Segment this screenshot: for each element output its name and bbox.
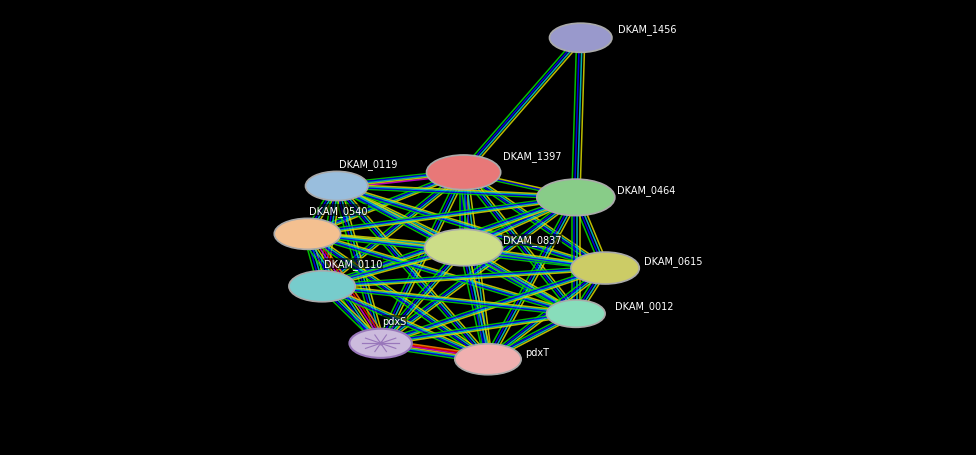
Text: DKAM_0837: DKAM_0837 bbox=[503, 235, 561, 246]
Circle shape bbox=[427, 156, 501, 190]
Text: DKAM_0615: DKAM_0615 bbox=[644, 255, 703, 266]
Text: DKAM_0012: DKAM_0012 bbox=[615, 301, 673, 312]
Circle shape bbox=[549, 24, 612, 53]
Circle shape bbox=[571, 253, 639, 284]
Text: DKAM_1456: DKAM_1456 bbox=[618, 24, 676, 35]
Text: DKAM_0540: DKAM_0540 bbox=[309, 205, 368, 216]
Text: pdxT: pdxT bbox=[525, 347, 549, 357]
Circle shape bbox=[455, 344, 521, 375]
Circle shape bbox=[274, 219, 341, 250]
Text: pdxS: pdxS bbox=[383, 316, 407, 326]
Text: DKAM_0110: DKAM_0110 bbox=[324, 258, 383, 269]
Text: DKAM_1397: DKAM_1397 bbox=[503, 151, 561, 162]
Circle shape bbox=[547, 300, 605, 328]
Text: DKAM_0464: DKAM_0464 bbox=[617, 185, 675, 196]
Text: DKAM_0119: DKAM_0119 bbox=[339, 158, 397, 169]
Circle shape bbox=[305, 172, 368, 201]
Circle shape bbox=[349, 329, 412, 358]
Circle shape bbox=[425, 230, 503, 266]
Circle shape bbox=[289, 271, 355, 302]
Circle shape bbox=[537, 180, 615, 216]
